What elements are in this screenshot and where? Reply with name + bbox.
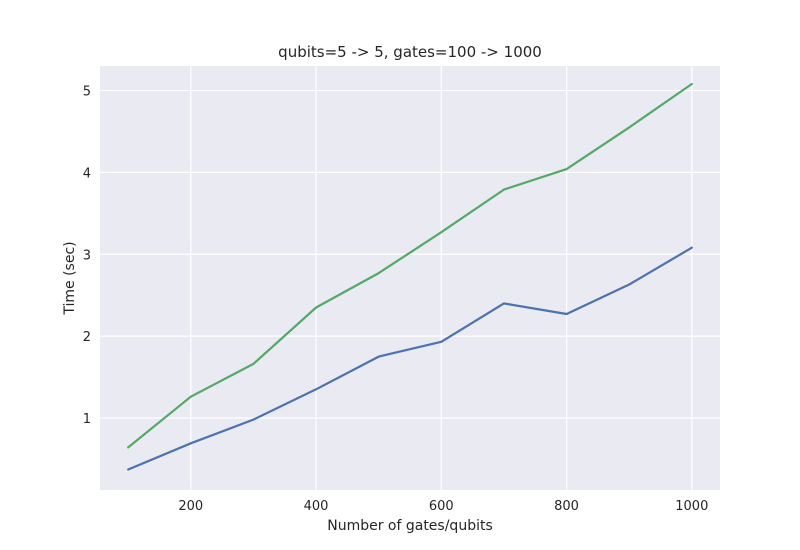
x-tick-label: 800 [554,499,579,514]
x-tick-label: 400 [304,499,329,514]
grid [100,66,720,490]
chart-title: qubits=5 -> 5, gates=100 -> 1000 [278,43,542,61]
series-layer [127,82,693,471]
y-tick-label: 2 [83,330,91,345]
x-tick-label: 600 [429,499,454,514]
y-tick-label: 3 [83,248,91,263]
y-axis-label: Time (sec) [62,241,78,315]
series-line-1 [127,246,693,471]
y-tick-label: 5 [83,85,91,100]
y-tick-label: 4 [83,166,91,181]
x-tick-label: 1000 [675,499,708,514]
x-axis-label: Number of gates/qubits [327,518,493,534]
x-tick-label: 200 [178,499,203,514]
tick-labels: 200 400 600 800 1000 1 2 3 4 5 [83,85,709,514]
series-line-2 [127,82,693,449]
y-tick-label: 1 [83,412,91,427]
